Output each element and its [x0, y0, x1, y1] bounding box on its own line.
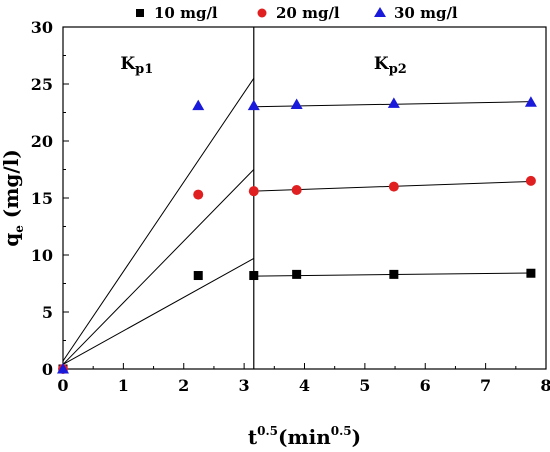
- y-tick-label: 25: [31, 75, 53, 94]
- legend-label-20mgl: 20 mg/l: [276, 4, 340, 22]
- data-point-triangle: [290, 98, 303, 110]
- data-point-triangle: [247, 99, 260, 111]
- data-point-circle: [388, 181, 399, 192]
- y-tick-label: 10: [31, 246, 53, 265]
- data-point-triangle: [387, 97, 400, 108]
- data-point-square: [526, 268, 536, 278]
- data-point-triangle: [192, 99, 205, 111]
- y-tick-label: 30: [31, 18, 53, 37]
- axis-ticks: 0 1 2 3 4 5 6 7 8 0 5 10 15 20 25 30: [31, 18, 550, 395]
- data-point-square: [249, 271, 259, 281]
- data-point-circle: [291, 185, 302, 196]
- legend-label-30mgl: 30 mg/l: [394, 4, 458, 22]
- legend-marker-20mgl: [257, 8, 267, 18]
- fit-line-1: [62, 78, 255, 362]
- data-point-circle: [248, 186, 259, 197]
- x-tick-label: 7: [480, 376, 491, 395]
- region-label-left: Kp1: [120, 54, 153, 77]
- y-tick-label: 5: [42, 303, 53, 322]
- x-tick-label: 5: [359, 376, 370, 395]
- data-point-square: [193, 271, 203, 281]
- data-point-square: [389, 269, 399, 279]
- data-point-triangle: [57, 363, 69, 374]
- x-tick-label: 4: [299, 376, 310, 395]
- data-point-circle: [193, 189, 204, 200]
- y-axis-label: qe (mg/l): [0, 149, 26, 247]
- region-label-kp2: Kp2: [374, 54, 407, 77]
- fit-line-1: [62, 169, 255, 365]
- x-tick-label: 0: [57, 376, 68, 395]
- legend-label-10mgl: 10 mg/l: [154, 4, 218, 22]
- x-tick-label: 3: [239, 376, 250, 395]
- y-tick-label: 15: [31, 189, 53, 208]
- y-tick-label: 0: [42, 360, 53, 379]
- plot-frame: [62, 26, 547, 370]
- y-tick-label: 20: [31, 132, 53, 151]
- x-tick-label: 8: [540, 376, 550, 395]
- data-point-square: [292, 269, 302, 279]
- data-points: [57, 96, 537, 374]
- legend: 10 mg/l 20 mg/l 30 mg/l: [136, 4, 458, 22]
- x-axis-label: t0.5(min0.5): [248, 424, 361, 449]
- fit-lines: [62, 78, 531, 365]
- legend-marker-10mgl: [136, 9, 144, 17]
- fit-line-1: [62, 257, 255, 365]
- x-tick-label: 1: [118, 376, 129, 395]
- plot-area: [62, 26, 547, 370]
- x-tick-label: 6: [420, 376, 431, 395]
- data-point-circle: [525, 175, 536, 186]
- legend-marker-30mgl: [374, 7, 386, 17]
- x-tick-label: 2: [178, 376, 189, 395]
- region-label-right: Kp2: [374, 54, 407, 77]
- region-label-kp1: Kp1: [120, 54, 153, 77]
- data-point-triangle: [524, 96, 537, 107]
